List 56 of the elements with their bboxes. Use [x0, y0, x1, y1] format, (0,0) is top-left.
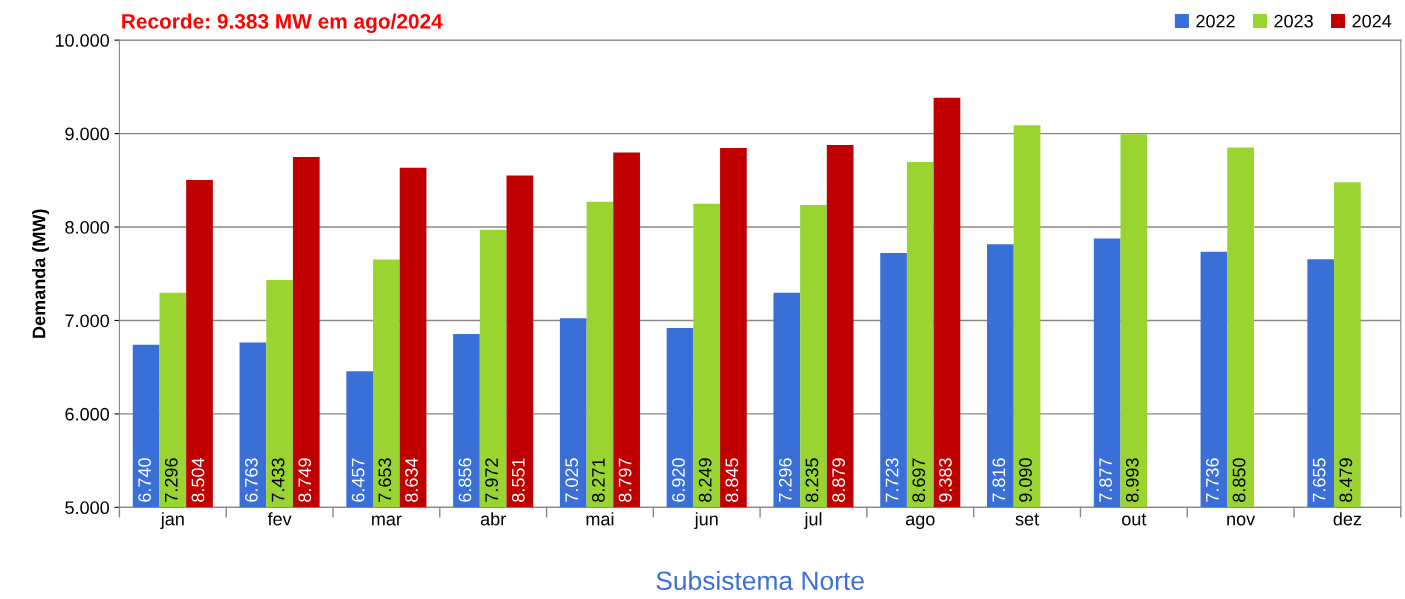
data-label: 9.090 [1019, 458, 1032, 502]
y-tick-label: 9.000 [65, 127, 109, 141]
y-tick-label: 7.000 [65, 314, 109, 328]
y-axis-title: Demanda (MW) [32, 209, 49, 338]
data-label: 8.249 [698, 458, 712, 502]
x-axis-title: Subsistema Norte [656, 570, 864, 591]
data-label: 7.972 [485, 458, 498, 502]
data-label: 8.551 [511, 458, 525, 502]
data-label: 6.457 [351, 458, 365, 502]
y-tick-label: 10.000 [55, 34, 109, 47]
data-label: 7.296 [778, 458, 792, 502]
data-label: 8.479 [1339, 458, 1353, 502]
x-tick-label: jan [160, 512, 184, 530]
data-label: 7.816 [992, 458, 1006, 502]
data-label: 8.993 [1125, 458, 1139, 502]
x-tick-label: set [1015, 513, 1039, 526]
y-tick-label: 5.000 [65, 501, 109, 515]
x-tick-label: out [1122, 513, 1147, 526]
data-label: 7.655 [1312, 458, 1326, 502]
data-label: 8.879 [832, 458, 846, 502]
data-label: 8.797 [618, 458, 632, 502]
data-label: 8.634 [405, 458, 418, 502]
data-label: 8.235 [805, 458, 819, 502]
data-label: 8.845 [725, 458, 739, 502]
legend-label: 2022 [1196, 14, 1235, 28]
data-label: 7.433 [271, 458, 285, 502]
data-label: 7.296 [164, 458, 178, 502]
x-tick-label: fev [267, 512, 292, 526]
x-tick-label: mai [586, 512, 614, 526]
x-tick-label: mar [372, 515, 402, 526]
data-label: 8.749 [298, 458, 312, 502]
chart-title: Recorde: 9.383 MW em ago/2024 [122, 13, 443, 33]
data-label: 8.850 [1232, 458, 1246, 502]
x-tick-label: abr [480, 512, 506, 526]
x-tick-label: jul [804, 512, 822, 530]
x-tick-label: jun [694, 512, 718, 530]
data-label: 6.763 [244, 458, 258, 502]
data-label: 7.723 [885, 458, 899, 502]
data-label: 7.025 [565, 458, 579, 502]
data-label: 6.920 [672, 458, 685, 502]
x-tick-label: nov [1227, 515, 1256, 526]
data-label: 7.736 [1205, 458, 1219, 502]
data-label: 7.877 [1099, 458, 1112, 502]
data-label: 6.856 [458, 458, 472, 502]
data-label: 8.271 [592, 458, 605, 502]
y-tick-label: 6.000 [65, 407, 109, 421]
data-label: 8.697 [912, 458, 926, 502]
data-label: 7.653 [378, 458, 392, 502]
legend-label: 2024 [1352, 14, 1392, 28]
y-tick-label: 8.000 [65, 220, 109, 234]
data-label: 6.740 [138, 458, 151, 502]
data-label: 8.504 [191, 458, 205, 502]
x-tick-label: ago [905, 515, 935, 530]
legend-label: 2023 [1274, 14, 1313, 28]
x-tick-label: dez [1333, 512, 1362, 526]
data-label: 9.383 [939, 458, 952, 502]
